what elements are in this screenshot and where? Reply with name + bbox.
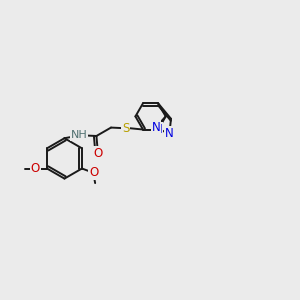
- Text: N: N: [152, 121, 160, 134]
- Text: O: O: [89, 166, 98, 179]
- Text: N: N: [165, 127, 174, 140]
- Text: O: O: [94, 147, 103, 160]
- Text: S: S: [122, 122, 129, 135]
- Text: O: O: [31, 162, 40, 175]
- Text: N: N: [154, 123, 163, 136]
- Text: NH: NH: [71, 130, 87, 140]
